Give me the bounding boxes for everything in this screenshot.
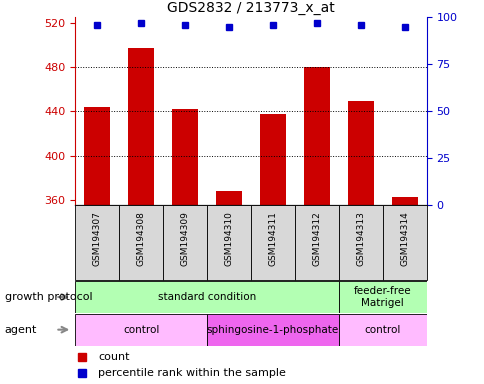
Bar (303, 67, 330, 205)
Bar (84, 107, 110, 205)
Bar (347, 101, 373, 205)
Text: GSM194313: GSM194313 (356, 212, 364, 266)
Bar (215, 191, 242, 205)
Bar (259, 114, 286, 205)
Text: GSM194311: GSM194311 (268, 212, 277, 266)
Text: GSM194314: GSM194314 (399, 212, 408, 266)
FancyBboxPatch shape (207, 314, 338, 346)
FancyBboxPatch shape (251, 205, 294, 280)
Text: feeder-free
Matrigel: feeder-free Matrigel (353, 286, 411, 308)
Bar (391, 197, 417, 205)
Text: GSM194309: GSM194309 (180, 212, 189, 266)
Text: GSM194310: GSM194310 (224, 212, 233, 266)
FancyBboxPatch shape (75, 281, 338, 313)
Bar (128, 48, 154, 205)
Text: GSM194312: GSM194312 (312, 212, 321, 266)
Text: control: control (122, 324, 159, 335)
FancyBboxPatch shape (294, 205, 338, 280)
Bar (171, 109, 198, 205)
FancyBboxPatch shape (338, 281, 426, 313)
Text: count: count (98, 352, 129, 362)
FancyBboxPatch shape (75, 205, 119, 280)
FancyBboxPatch shape (163, 205, 207, 280)
FancyBboxPatch shape (119, 205, 163, 280)
FancyBboxPatch shape (75, 314, 207, 346)
FancyBboxPatch shape (338, 205, 382, 280)
Text: growth protocol: growth protocol (5, 292, 92, 302)
Text: percentile rank within the sample: percentile rank within the sample (98, 368, 285, 378)
Text: agent: agent (5, 324, 37, 335)
Title: GDS2832 / 213773_x_at: GDS2832 / 213773_x_at (167, 1, 334, 15)
Text: control: control (364, 324, 400, 335)
FancyBboxPatch shape (382, 205, 426, 280)
Text: GSM194308: GSM194308 (136, 212, 145, 266)
FancyBboxPatch shape (338, 314, 426, 346)
FancyBboxPatch shape (207, 205, 251, 280)
Text: sphingosine-1-phosphate: sphingosine-1-phosphate (206, 324, 338, 335)
Text: standard condition: standard condition (158, 292, 256, 302)
Text: GSM194307: GSM194307 (92, 212, 102, 266)
